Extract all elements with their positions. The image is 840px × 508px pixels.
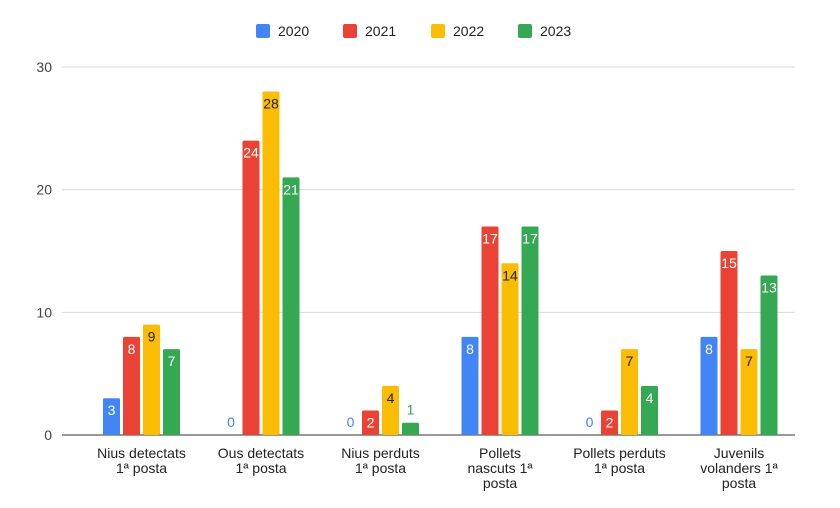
legend-label: 2021 [365,23,396,39]
bar-2022 [740,349,758,435]
data-label: 9 [148,329,156,345]
x-tick-label: Ous detectats 1ª posta [218,445,304,476]
data-label: 0 [347,414,355,430]
bar-2023 [760,275,778,435]
data-label: 15 [721,255,737,271]
bar-2023 [641,385,658,435]
bar-2020 [461,336,479,435]
bar-2021 [481,226,499,435]
bar-2022 [501,263,519,435]
data-label: 7 [626,353,634,369]
y-tick-label: 20 [36,182,52,198]
bar-2022 [382,385,399,435]
bar-2022 [143,324,160,435]
legend-item-2021: 2021 [343,23,396,39]
legend-swatch [431,24,445,38]
bar-2020 [700,336,718,435]
data-label: 2 [367,414,375,430]
bar-2022 [621,349,638,435]
bar-2022 [262,91,280,436]
data-label: 21 [283,181,299,197]
data-label: 17 [522,230,538,246]
data-label: 8 [705,341,713,357]
legend-item-2022: 2022 [431,23,484,39]
data-label: 2 [606,414,614,430]
bar-2023 [521,226,539,435]
gridlines [62,66,795,436]
legend-item-2020: 2020 [256,23,309,39]
data-label: 13 [761,280,777,296]
bar-2023 [402,422,419,435]
legend-label: 2020 [278,23,309,39]
data-label: 14 [502,267,518,283]
x-tick-label: Nius detectats 1ª posta [97,445,186,476]
bar-2021 [720,251,738,435]
data-label: 8 [466,341,474,357]
bar-2021 [242,140,260,435]
x-tick-label: Juvenils volanders 1ª posta [700,445,778,491]
legend-swatch [518,24,532,38]
data-label: 3 [108,402,116,418]
legend-label: 2023 [540,23,571,39]
y-tick-label: 10 [36,304,52,320]
data-label: 24 [243,145,259,161]
data-label: 1 [407,402,415,418]
legend: 2020 2021 2022 2023 [256,23,571,39]
data-label: 4 [387,390,395,406]
x-axis: Nius detectats 1ª posta Ous detectats 1ª po… [97,445,778,491]
legend-label: 2022 [453,23,484,39]
legend-item-2023: 2023 [518,23,571,39]
bar-2021 [362,410,379,435]
data-label: 4 [646,390,654,406]
data-label: 7 [168,353,176,369]
y-tick-label: 0 [44,427,52,443]
legend-swatch [256,24,270,38]
data-label: 0 [586,414,594,430]
data-label: 7 [745,353,753,369]
data-label: 8 [128,341,136,357]
y-tick-label: 30 [36,59,52,75]
x-tick-label: Pollets nascuts 1ª posta [467,445,533,491]
data-label: 28 [263,96,279,112]
data-label: 17 [482,230,498,246]
bar-2021 [123,336,140,435]
data-label: 0 [227,414,235,430]
bars [103,91,778,436]
bar-2020 [103,398,120,435]
x-tick-label: Nius perduts 1ª posta [341,445,420,476]
legend-swatch [343,24,357,38]
bar-2023 [282,177,300,435]
x-tick-label: Pollets perduts 1ª posta [573,445,666,476]
y-axis: 0 10 20 30 [36,59,52,443]
bar-2023 [163,349,180,435]
bar-2021 [601,410,618,435]
